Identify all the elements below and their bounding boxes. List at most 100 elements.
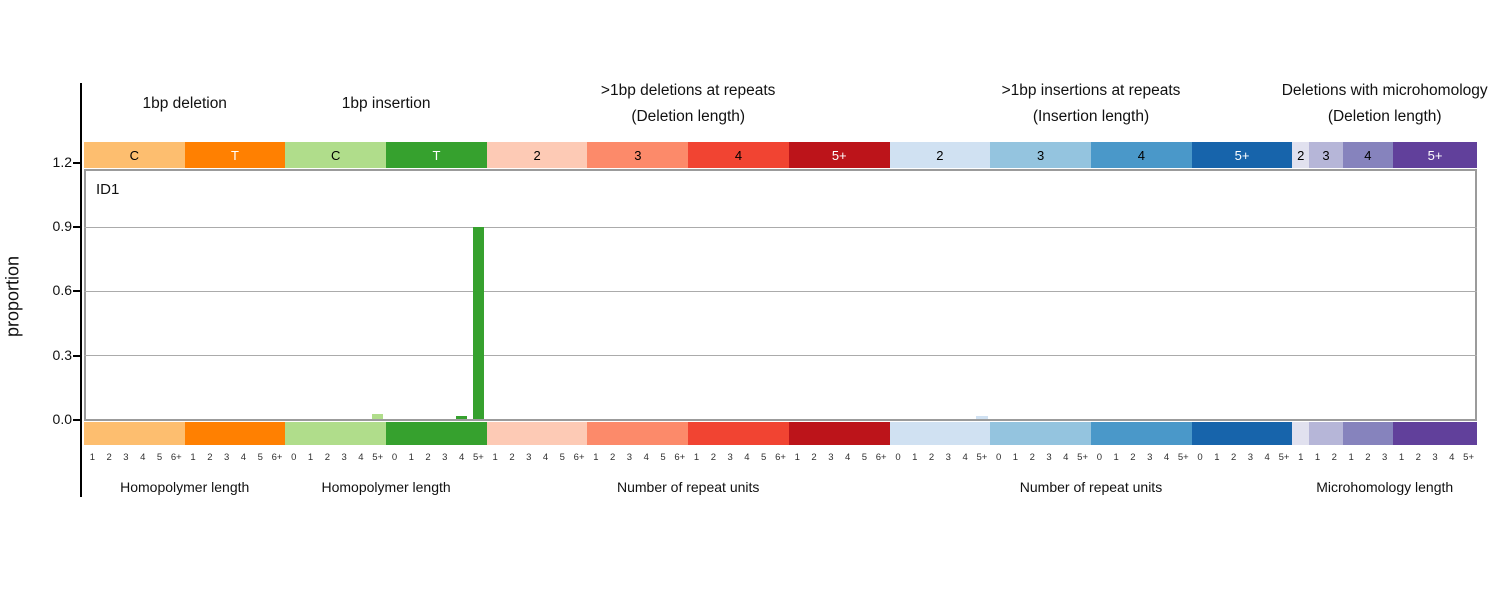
y-tick-label: 0.0 xyxy=(52,411,72,427)
x-tick-label: 2 xyxy=(610,452,616,463)
x-tick-label: 5 xyxy=(257,452,263,463)
category-band-bottom xyxy=(285,422,387,445)
x-axis-group-label: Homopolymer length xyxy=(120,479,250,495)
section-title-line1: 1bp insertion xyxy=(341,95,431,112)
x-tick-label: 5 xyxy=(559,452,565,463)
x-tick-label: 5 xyxy=(156,452,163,463)
category-band-bottom xyxy=(1292,422,1310,445)
category-band-bottom xyxy=(184,422,286,445)
bar xyxy=(976,416,988,419)
category-band-top: 4 xyxy=(1090,142,1192,168)
x-tick-label: 0 xyxy=(391,452,398,463)
category-band-bottom xyxy=(84,422,185,445)
x-tick-label: 1 xyxy=(492,452,498,463)
section-title: >1bp deletions at repeats (Deletion lengt… xyxy=(438,78,938,130)
x-tick-label: 0 xyxy=(291,452,297,463)
x-tick-label: 1 xyxy=(1298,452,1304,463)
bar xyxy=(472,227,485,419)
x-tick-label: 5 xyxy=(660,452,666,463)
category-band-bottom xyxy=(486,422,588,445)
x-tick-label: 3 xyxy=(1247,452,1254,463)
signature-name-label: ID1 xyxy=(96,181,120,198)
category-band-bottom xyxy=(1393,422,1477,445)
x-tick-label: 1 xyxy=(190,452,196,463)
x-tick-label: 3 xyxy=(442,452,448,463)
section-title-line1: >1bp deletions at repeats xyxy=(600,82,776,99)
y-tick-label: 0.6 xyxy=(52,282,72,299)
category-band-top: 4 xyxy=(1342,142,1394,168)
x-tick-label: 1 xyxy=(1398,452,1405,463)
x-axis-group-label: Homopolymer length xyxy=(321,479,451,495)
x-tick-label: 0 xyxy=(895,452,901,463)
x-tick-label: 1 xyxy=(593,452,599,463)
x-tick-label: 1 xyxy=(1348,452,1354,463)
section-title-line2: (Deletion length) xyxy=(1327,108,1442,125)
x-tick-label: 0 xyxy=(996,452,1002,463)
x-tick-label: 1 xyxy=(912,452,918,463)
y-axis-label: proportion xyxy=(2,255,23,338)
y-axis-tick xyxy=(73,354,81,357)
category-band-bottom xyxy=(788,422,890,445)
x-tick-label: 5+ xyxy=(1278,452,1290,463)
section-title: Deletions with microhomology (Deletion le… xyxy=(1135,78,1500,130)
x-tick-label: 2 xyxy=(928,452,935,463)
category-band-top: 2 xyxy=(889,142,991,168)
x-axis-group-label: Microhomology length xyxy=(1316,479,1454,495)
x-tick-label: 5 xyxy=(761,452,767,463)
x-tick-label: 4 xyxy=(1449,452,1455,463)
category-band-top: 5+ xyxy=(1393,142,1477,168)
category-band-top: 5+ xyxy=(1191,142,1293,168)
x-tick-label: 6+ xyxy=(573,452,585,463)
category-band-top: 2 xyxy=(1292,142,1310,168)
x-tick-label: 2 xyxy=(106,452,112,463)
section-title: 1bp deletion xyxy=(0,78,435,130)
y-axis-tick xyxy=(73,226,81,229)
x-tick-label: 4 xyxy=(358,452,364,463)
x-tick-label: 4 xyxy=(962,452,968,463)
x-tick-label: 3 xyxy=(945,452,951,463)
x-tick-label: 2 xyxy=(1365,452,1371,463)
category-band-bottom xyxy=(587,422,689,445)
category-band-bottom xyxy=(1191,422,1293,445)
x-tick-label: 5+ xyxy=(1077,452,1089,463)
x-tick-label: 2 xyxy=(509,452,515,463)
x-tick-label: 2 xyxy=(207,452,213,463)
x-tick-label: 4 xyxy=(140,452,146,463)
x-tick-label: 1 xyxy=(1214,452,1220,463)
x-tick-label: 4 xyxy=(1264,452,1270,463)
x-tick-label: 1 xyxy=(693,452,700,463)
y-tick-label: 0.3 xyxy=(52,346,72,363)
x-tick-label: 1 xyxy=(1113,452,1119,463)
category-band-bottom xyxy=(688,422,789,445)
category-band-bottom xyxy=(1309,422,1343,445)
x-tick-label: 5+ xyxy=(472,452,484,463)
x-tick-label: 6+ xyxy=(170,452,182,463)
x-tick-label: 5+ xyxy=(976,452,988,463)
x-tick-label: 2 xyxy=(1029,452,1035,463)
gridline xyxy=(84,226,1477,228)
section-title: 1bp insertion xyxy=(136,78,636,130)
x-tick-label: 4 xyxy=(844,452,851,463)
x-tick-label: 6+ xyxy=(674,452,686,463)
y-axis-tick xyxy=(73,419,81,421)
x-tick-label: 3 xyxy=(526,452,532,463)
plot-area xyxy=(84,169,1477,421)
x-tick-label: 3 xyxy=(1382,452,1388,463)
x-tick-label: 4 xyxy=(1163,452,1170,463)
x-tick-label: 2 xyxy=(1415,452,1421,463)
x-tick-label: 3 xyxy=(626,452,633,463)
section-title-line1: 1bp deletion xyxy=(142,95,227,112)
x-tick-label: 4 xyxy=(458,452,465,463)
x-tick-label: 5 xyxy=(861,452,868,463)
section-title-line2: (Insertion length) xyxy=(1032,108,1150,125)
x-tick-label: 1 xyxy=(89,452,96,463)
x-tick-label: 0 xyxy=(1096,452,1103,463)
category-band-top: C xyxy=(84,142,185,168)
section-title-line2: (Deletion length) xyxy=(631,108,746,125)
y-axis-tick xyxy=(73,290,81,293)
x-tick-label: 1 xyxy=(794,452,800,463)
bar xyxy=(371,414,384,419)
gridline xyxy=(84,290,1477,292)
x-tick-label: 1 xyxy=(1314,452,1321,463)
